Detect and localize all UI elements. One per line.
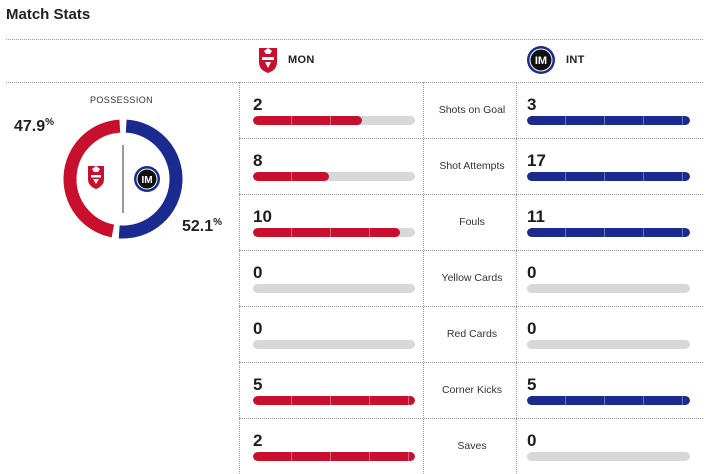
home-stat-bar-fill bbox=[253, 452, 415, 461]
possession-donut: IM bbox=[63, 119, 183, 239]
row-divider bbox=[239, 418, 703, 419]
svg-text:IM: IM bbox=[535, 55, 547, 67]
home-stat-bar bbox=[253, 172, 415, 181]
home-stat-bar-fill bbox=[253, 172, 330, 181]
monza-crest-icon bbox=[259, 48, 277, 73]
divider bbox=[6, 39, 703, 40]
row-divider bbox=[239, 306, 703, 307]
away-stat-value: 3 bbox=[527, 95, 537, 114]
home-possession-value: 47.9% bbox=[14, 117, 55, 135]
away-stat-value: 0 bbox=[527, 319, 537, 338]
divider bbox=[423, 82, 424, 474]
stat-label: Fouls bbox=[459, 216, 485, 228]
away-stat-bar-fill bbox=[527, 116, 690, 125]
away-stat-bar bbox=[527, 116, 690, 125]
home-stat-bar-fill bbox=[253, 116, 362, 125]
stat-label: Yellow Cards bbox=[441, 272, 503, 284]
away-stat-value: 5 bbox=[527, 375, 537, 394]
away-stat-value: 17 bbox=[527, 151, 546, 170]
home-stat-value: 2 bbox=[253, 431, 263, 450]
stat-label: Corner Kicks bbox=[441, 384, 503, 396]
inter-crest-icon: IM bbox=[134, 166, 160, 192]
home-stat-value: 0 bbox=[253, 319, 263, 338]
away-stat-bar bbox=[527, 228, 690, 237]
svg-text:IM: IM bbox=[141, 175, 152, 186]
away-stat-bar bbox=[527, 172, 690, 181]
away-stat-bar bbox=[527, 340, 690, 349]
divider bbox=[239, 82, 240, 474]
away-possession-arc bbox=[118, 119, 183, 239]
row-divider bbox=[239, 194, 703, 195]
away-stat-bar-fill bbox=[527, 396, 690, 405]
possession-label: POSSESSION bbox=[90, 95, 154, 105]
home-stat-value: 8 bbox=[253, 151, 263, 170]
home-stat-value: 2 bbox=[253, 95, 263, 114]
away-stat-bar bbox=[527, 284, 690, 293]
home-team-header: MON bbox=[258, 44, 315, 76]
home-stat-bar bbox=[253, 284, 415, 293]
away-possession-value: 52.1% bbox=[182, 217, 223, 235]
away-team-abbr: INT bbox=[566, 54, 585, 66]
away-stat-bar-fill bbox=[527, 172, 690, 181]
away-stat-value: 11 bbox=[527, 207, 545, 226]
stat-label: Red Cards bbox=[446, 328, 498, 340]
home-stat-bar-fill bbox=[253, 228, 401, 237]
stat-label: Saves bbox=[457, 440, 487, 452]
monza-crest-icon bbox=[88, 166, 104, 189]
row-divider bbox=[239, 138, 703, 139]
stat-label: Shots on Goal bbox=[438, 104, 506, 116]
away-stat-value: 0 bbox=[527, 263, 537, 282]
home-stat-bar bbox=[253, 452, 415, 461]
home-stat-value: 0 bbox=[253, 263, 263, 282]
away-stat-value: 0 bbox=[527, 431, 537, 450]
home-stat-bar bbox=[253, 340, 415, 349]
divider bbox=[516, 82, 517, 474]
stat-label: Shot Attempts bbox=[439, 160, 505, 172]
home-stat-value: 10 bbox=[253, 207, 272, 226]
home-stat-bar bbox=[253, 116, 415, 125]
home-stat-bar bbox=[253, 228, 415, 237]
divider bbox=[6, 82, 703, 83]
home-possession-arc bbox=[63, 119, 121, 238]
away-stat-bar-fill bbox=[527, 228, 690, 237]
home-stat-bar bbox=[253, 396, 415, 405]
away-stat-bar bbox=[527, 396, 690, 405]
home-stat-value: 5 bbox=[253, 375, 263, 394]
home-stat-bar-fill bbox=[253, 396, 415, 405]
away-stat-bar bbox=[527, 452, 690, 461]
home-team-abbr: MON bbox=[288, 54, 315, 66]
row-divider bbox=[239, 250, 703, 251]
away-team-header: IM INT bbox=[526, 44, 585, 76]
inter-crest-icon: IM bbox=[527, 46, 555, 74]
page-title: Match Stats bbox=[6, 6, 91, 23]
row-divider bbox=[239, 362, 703, 363]
